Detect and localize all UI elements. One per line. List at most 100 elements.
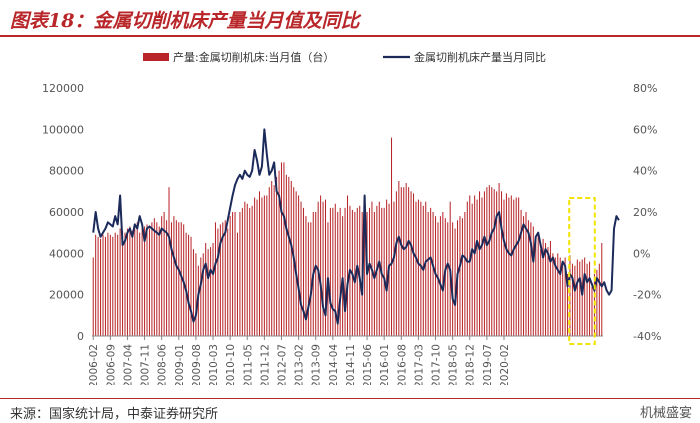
y-left-tick-label: 100000 (42, 123, 84, 136)
bar (288, 176, 290, 336)
bar (102, 234, 104, 336)
bar (545, 243, 547, 336)
watermark-logo: 机械盛宴 (639, 406, 692, 421)
bar (188, 234, 190, 336)
bar (254, 197, 256, 336)
bar (430, 207, 432, 336)
bar (136, 222, 138, 336)
bar (342, 216, 344, 336)
x-tick-label: 2007-11 (140, 344, 152, 385)
bar (320, 195, 322, 336)
bar (469, 195, 471, 336)
bar (579, 261, 581, 336)
bar (285, 174, 287, 336)
y-right-tick-label: 40% (633, 165, 657, 178)
bar (527, 220, 529, 336)
bar (236, 232, 238, 336)
bar (476, 199, 478, 336)
bar (466, 201, 468, 336)
bar (166, 220, 168, 336)
bar (95, 234, 97, 336)
y-left-tick-label: 60000 (49, 206, 84, 219)
bar (415, 201, 417, 336)
bar (393, 201, 395, 336)
bar (576, 259, 578, 336)
bar (479, 191, 481, 336)
bar (278, 170, 280, 336)
bar (510, 195, 512, 336)
bar (501, 191, 503, 336)
bar (153, 218, 155, 336)
bar (298, 195, 300, 336)
y-left-tick-label: 120000 (42, 82, 84, 95)
legend-bar-label: 产量:金属切削机床:当月值（台） (173, 50, 334, 64)
bar (532, 226, 534, 336)
bar (442, 212, 444, 336)
x-tick-label: 2014-04 (328, 344, 340, 385)
bar (222, 222, 224, 336)
bar (185, 232, 187, 336)
bar (246, 203, 248, 336)
bar (214, 222, 216, 336)
bar (290, 181, 292, 336)
bar (591, 286, 593, 336)
y-right-tick-label: 80% (633, 82, 657, 95)
bar (598, 263, 600, 336)
bar (234, 212, 236, 336)
bar (151, 222, 153, 336)
bar (322, 201, 324, 336)
bar (547, 247, 549, 336)
bar (122, 230, 124, 336)
bar (268, 187, 270, 336)
x-tick-label: 2016-01 (379, 344, 391, 385)
bar (129, 226, 131, 336)
bar (305, 216, 307, 336)
bar (175, 220, 177, 336)
bar (337, 212, 339, 336)
bar (168, 187, 170, 336)
bar (307, 222, 309, 336)
x-tick-label: 2012-07 (276, 344, 288, 385)
bar (332, 207, 334, 336)
y-left-tick-label: 0 (77, 330, 84, 343)
bar (483, 191, 485, 336)
bar (205, 243, 207, 336)
bar (459, 216, 461, 336)
bar (190, 236, 192, 336)
bar (280, 162, 282, 336)
x-tick-label: 2013-09 (311, 344, 323, 385)
x-tick-label: 2006-09 (105, 344, 117, 385)
bar (552, 253, 554, 336)
x-tick-label: 2011-05 (242, 344, 254, 385)
bar (540, 249, 542, 336)
bar (420, 201, 422, 336)
bar (549, 240, 551, 336)
bar (192, 249, 194, 336)
bar (410, 191, 412, 336)
bar (207, 249, 209, 336)
bar (427, 212, 429, 336)
bar (97, 236, 99, 336)
legend-bar-swatch (143, 53, 169, 61)
bar (403, 187, 405, 336)
bar (315, 212, 317, 336)
bar (158, 226, 160, 336)
bar (200, 257, 202, 336)
bar (202, 253, 204, 336)
bar (481, 197, 483, 336)
bar (239, 212, 241, 336)
bar (400, 187, 402, 336)
bar (124, 232, 126, 336)
bar (126, 228, 128, 336)
bar (471, 203, 473, 336)
bar (491, 187, 493, 336)
bar (241, 207, 243, 336)
chart-svg: 产量:金属切削机床:当月值（台） 金属切削机床产量当月同比 0 20000 40000… (42, 50, 661, 388)
bar (562, 261, 564, 336)
bar (571, 263, 573, 336)
bar (232, 212, 234, 336)
bar (452, 222, 454, 336)
bar (271, 181, 273, 336)
x-tick-label: 2010-10 (225, 344, 237, 385)
y-left-tick-label: 40000 (49, 247, 84, 260)
